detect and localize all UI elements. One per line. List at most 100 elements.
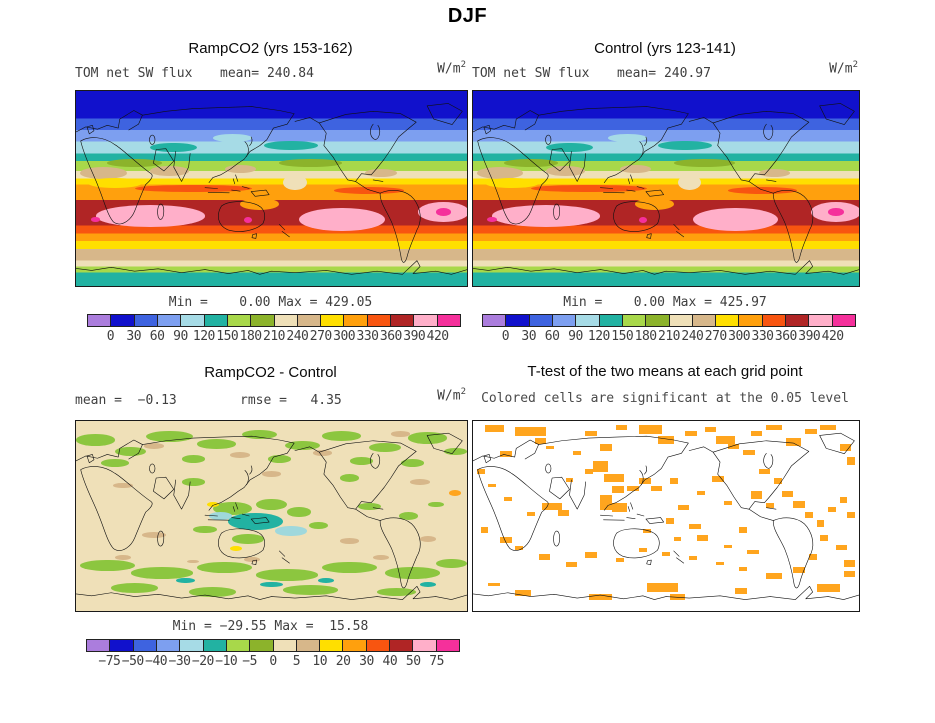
significant-cell — [793, 500, 805, 509]
map-region-blob — [267, 455, 292, 463]
colorbar-segment — [251, 315, 275, 326]
map-region-blob — [275, 526, 307, 536]
significant-cell — [534, 438, 547, 444]
map-region-blob — [242, 429, 278, 440]
colorbar-tick-label: 360 — [379, 329, 402, 344]
map-region-blob — [492, 205, 601, 227]
map-region-blob — [90, 217, 101, 223]
colorbar-segment — [669, 315, 693, 326]
significant-cell — [658, 436, 674, 444]
significant-cell — [573, 451, 582, 456]
significant-cell — [565, 478, 574, 482]
colorbar-tick-label: 240 — [681, 329, 704, 344]
colorbar-segment — [133, 640, 157, 651]
coastline-overlay — [473, 432, 859, 600]
colorbar-tick-label: −5 — [242, 654, 257, 669]
colorbar-segment — [111, 315, 135, 326]
map-region-blob — [322, 561, 378, 573]
colorbar-segment — [437, 315, 460, 326]
colorbar-segment — [391, 315, 415, 326]
stats-row-control: TOM net SW flux mean= 240.97 W/m2 — [472, 60, 858, 84]
panel-subtitle-ttest: Colored cells are significant at the 0.0… — [481, 391, 849, 406]
colorbar-tick-label: −40 — [145, 654, 168, 669]
map-region-blob — [287, 507, 311, 517]
map-region-blob — [146, 430, 194, 442]
significant-cell — [716, 436, 736, 444]
significant-cell — [820, 535, 829, 541]
colorbar-tick-label: −75 — [98, 654, 121, 669]
significant-cell — [600, 495, 612, 511]
colorbar-segment — [739, 315, 763, 326]
significant-cell — [785, 438, 802, 446]
significant-cell — [488, 483, 497, 488]
significant-cell — [557, 510, 570, 516]
colorbar-segment — [692, 315, 717, 326]
map-region-blob — [408, 432, 448, 444]
significant-cell — [804, 428, 817, 435]
map-region-blob — [115, 555, 131, 561]
significant-cell — [638, 478, 651, 484]
colorbar-segment — [762, 315, 787, 326]
significant-cell — [774, 478, 782, 484]
significant-cell — [600, 443, 612, 452]
colorbar-segment — [204, 315, 228, 326]
significant-cell — [820, 424, 836, 431]
map-region-blob — [142, 532, 166, 538]
map-region-blob — [420, 582, 436, 587]
significant-cell — [642, 529, 651, 534]
significant-cell — [758, 468, 771, 475]
map-region-blob — [693, 208, 778, 232]
colorbar-segment — [157, 315, 182, 326]
colorbar-segment — [367, 315, 392, 326]
significant-cell — [542, 502, 562, 511]
map-diff — [75, 420, 468, 612]
map-region-blob — [79, 559, 135, 572]
map-region-blob — [134, 184, 252, 193]
colorbar-segment — [646, 315, 670, 326]
map-region-blob — [619, 165, 651, 173]
colorbar-ticks-rampco2: 0 30 60 90 120 150 180 210 240 270 300 330 360 390 420 — [87, 329, 461, 345]
map-region-blob — [255, 569, 319, 581]
minmax-control: Min = 0.00 Max = 425.97 — [563, 295, 767, 310]
stats-row-diff: mean = −0.13 rmse = 4.35 W/m2 — [75, 387, 466, 411]
map-region-blob — [503, 159, 558, 168]
colorbar-segment — [343, 640, 367, 651]
map-region-blob — [673, 159, 736, 168]
colorbar-segment — [414, 315, 438, 326]
colorbar-tick-label: 150 — [216, 329, 239, 344]
colorbar-segment — [226, 640, 251, 651]
map-region-blob — [212, 133, 252, 142]
colorbar-tick-label: 50 — [405, 654, 421, 669]
map-region-blob — [487, 217, 498, 223]
map-region-blob — [283, 585, 338, 595]
map-region-blob — [420, 535, 436, 542]
colorbar-ticks-control: 0 30 60 90 120 150 180 210 240 270 300 330 360 390 420 — [482, 329, 856, 345]
map-region-blob — [318, 578, 335, 583]
map-region-blob — [228, 513, 284, 531]
colorbar-tick-label: 300 — [333, 329, 356, 344]
colorbar-tick-label: 75 — [429, 654, 444, 669]
panel-title-ttest: T-test of the two means at each grid poi… — [527, 363, 803, 380]
significant-cell — [546, 445, 555, 450]
map-region-blob — [298, 208, 385, 232]
map-region-blob — [150, 166, 190, 176]
significant-cell — [704, 426, 717, 433]
colorbar-tick-label: 60 — [149, 329, 165, 344]
significant-cell — [743, 449, 755, 456]
map-region-blob — [349, 457, 374, 465]
colorbar-tick-label: 390 — [798, 329, 821, 344]
map-region-blob — [261, 471, 282, 478]
map-region-blob — [410, 478, 430, 485]
map-ttest — [472, 420, 860, 612]
colorbar-tick-label: 0 — [106, 329, 115, 344]
map-region-blob — [546, 166, 585, 176]
map-region-blob — [658, 140, 713, 151]
significant-cell — [735, 588, 748, 594]
map-region-blob — [232, 534, 264, 544]
colorbar-segment — [181, 315, 205, 326]
map-region-blob — [224, 165, 256, 173]
significant-cell — [808, 554, 817, 560]
significant-cell — [638, 548, 647, 553]
map-region-blob — [144, 442, 164, 449]
map-region-blob — [244, 216, 252, 223]
